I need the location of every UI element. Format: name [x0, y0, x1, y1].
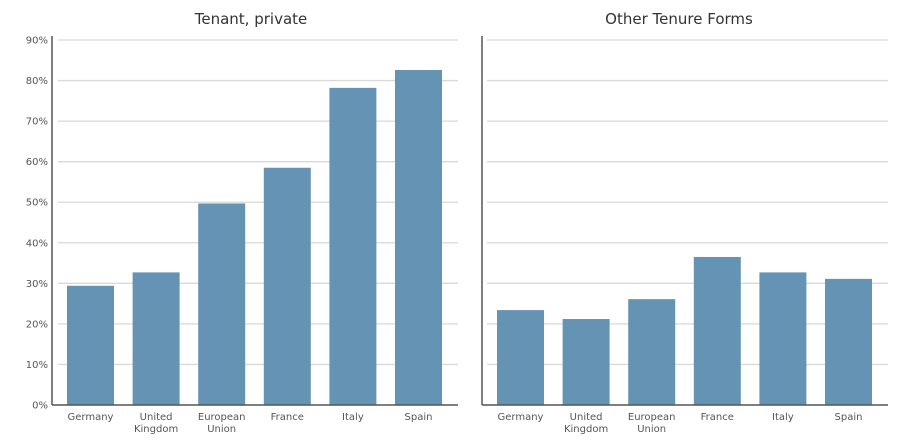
x-tick-label: Germany	[498, 412, 544, 423]
y-tick-label: 70%	[26, 117, 48, 128]
bar-european-union	[198, 203, 246, 405]
bar-united-kingdom	[562, 319, 610, 405]
x-tick-label-line: Italy	[772, 412, 794, 423]
y-tick-label: 20%	[26, 319, 48, 330]
x-tick-label: France	[701, 412, 734, 423]
bar-italy	[329, 87, 377, 405]
x-tick-label-line: Spain	[835, 412, 863, 423]
x-tick-label-line: Union	[637, 424, 666, 435]
x-tick-label-line: Kingdom	[564, 424, 608, 435]
x-tick-label-line: France	[271, 412, 304, 423]
x-tick-label-line: Kingdom	[134, 424, 178, 435]
bar-france	[263, 167, 311, 405]
chart-title: Other Tenure Forms	[605, 10, 753, 28]
chart-panel-2: Other Tenure Forms Germany United Kingdom Eu…	[481, 10, 888, 435]
x-tick-label: European Union	[198, 412, 246, 435]
x-tick-label-line: Germany	[68, 412, 114, 423]
x-tick-label-line: France	[701, 412, 734, 423]
chart-panel-1: Tenant, private 0% 10% 20% 30% 40% 50% 60% 70% 80…	[26, 10, 458, 435]
x-tick-label: United Kingdom	[134, 412, 178, 435]
bar-united-kingdom	[132, 272, 180, 405]
y-tick-label: 10%	[26, 360, 48, 371]
y-tick-label: 30%	[26, 279, 48, 290]
x-tick-label-line: Germany	[498, 412, 544, 423]
bar-european-union	[628, 299, 676, 405]
x-tick-label: Spain	[835, 412, 863, 423]
bar-italy	[759, 272, 807, 405]
y-tick-label: 40%	[26, 238, 48, 249]
x-tick-label-line: United	[570, 412, 603, 423]
chart-title: Tenant, private	[194, 10, 308, 28]
x-tick-label: Germany	[68, 412, 114, 423]
x-tick-label-line: Union	[207, 424, 236, 435]
bar-germany	[67, 285, 114, 405]
x-tick-label: Italy	[342, 412, 364, 423]
x-tick-label-line: Spain	[405, 412, 433, 423]
bar-spain	[395, 70, 442, 405]
x-tick-label-line: Italy	[342, 412, 364, 423]
x-tick-label-line: European	[198, 412, 246, 423]
x-tick-label: Italy	[772, 412, 794, 423]
y-tick-label: 90%	[26, 36, 48, 47]
x-tick-label: France	[271, 412, 304, 423]
x-tick-label-line: United	[140, 412, 173, 423]
bar-spain	[825, 278, 872, 405]
y-tick-label: 60%	[26, 157, 48, 168]
y-tick-label: 50%	[26, 198, 48, 209]
bar-germany	[497, 310, 544, 405]
bar-france	[693, 256, 741, 405]
x-tick-label: Spain	[405, 412, 433, 423]
x-tick-label: European Union	[628, 412, 676, 435]
x-tick-label-line: European	[628, 412, 676, 423]
x-tick-label: United Kingdom	[564, 412, 608, 435]
y-tick-label: 0%	[32, 401, 48, 412]
y-tick-label: 80%	[26, 76, 48, 87]
